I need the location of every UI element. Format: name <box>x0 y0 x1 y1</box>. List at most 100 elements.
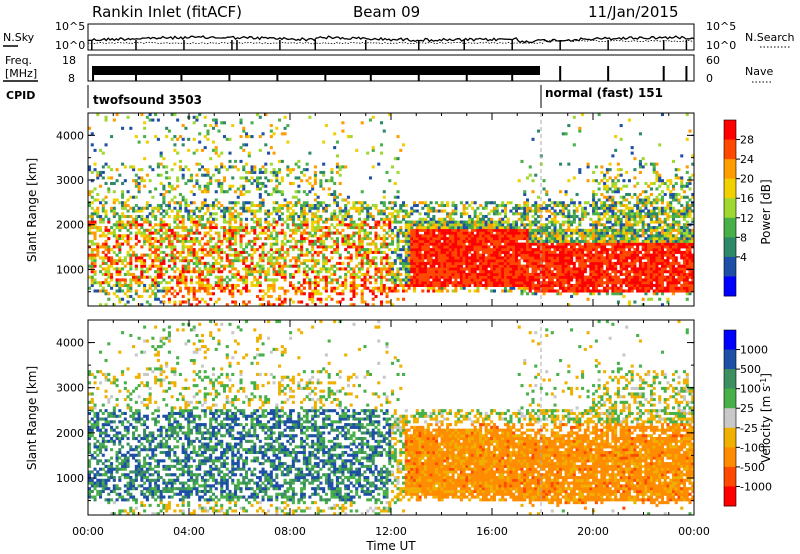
power-cell <box>242 234 246 238</box>
power-cell <box>101 165 105 169</box>
power-cell <box>363 300 367 304</box>
power-cell <box>247 231 251 235</box>
power-cell <box>465 226 469 230</box>
power-cell <box>501 245 505 249</box>
power-cell <box>581 259 585 263</box>
power-cell <box>404 203 408 208</box>
power-cell <box>393 215 397 219</box>
power-cell <box>187 289 191 293</box>
power-cell <box>269 223 273 227</box>
power-cell <box>603 259 607 263</box>
power-cell <box>539 228 543 232</box>
power-cell <box>443 237 447 241</box>
power-cell <box>492 261 496 265</box>
power-cell <box>542 228 546 232</box>
power-cell <box>490 275 494 279</box>
power-cell <box>553 272 557 276</box>
power-cell <box>324 278 328 282</box>
power-cell <box>228 270 232 274</box>
power-cell <box>96 242 100 246</box>
power-cell <box>536 237 541 241</box>
power-cell <box>88 264 92 268</box>
power-cell <box>418 237 422 241</box>
power-cell <box>344 281 348 285</box>
power-cell <box>115 242 119 246</box>
power-cell <box>181 275 185 279</box>
power-cell <box>523 286 527 290</box>
power-cell <box>594 212 598 216</box>
beam-title: Beam 09 <box>353 3 420 21</box>
power-cell <box>603 203 607 208</box>
power-cell <box>605 286 609 290</box>
power-cell <box>542 275 546 279</box>
power-cell <box>267 215 271 219</box>
power-cell <box>333 242 337 246</box>
power-cell <box>594 248 598 252</box>
power-cell <box>520 272 524 276</box>
power-cell <box>514 231 518 235</box>
power-cell <box>490 239 494 243</box>
power-cell <box>239 118 243 122</box>
power-cell <box>154 217 158 221</box>
power-cell <box>492 234 496 238</box>
power-cell <box>421 237 425 241</box>
power-cell <box>531 256 535 260</box>
power-cell <box>305 259 309 263</box>
power-cell <box>402 283 406 287</box>
power-cell <box>96 173 100 177</box>
power-cell <box>379 272 384 276</box>
power-cell <box>603 231 607 235</box>
power-cell <box>181 256 185 260</box>
power-cell <box>454 267 458 271</box>
power-cell <box>176 118 180 122</box>
power-cell <box>275 256 279 260</box>
power-cell <box>134 173 138 177</box>
power-cell <box>233 165 238 169</box>
power-cell <box>413 228 417 232</box>
power-cell <box>520 206 524 210</box>
power-cell <box>594 261 598 265</box>
power-cell <box>148 286 152 290</box>
power-cell <box>550 245 554 249</box>
power-cell <box>211 203 215 208</box>
cpid-label: CPID <box>6 89 35 102</box>
power-cell <box>462 256 466 260</box>
power-cell <box>581 272 585 276</box>
power-cell <box>534 292 538 296</box>
power-cell <box>300 234 304 238</box>
power-cell <box>99 220 103 224</box>
power-cell <box>214 217 218 221</box>
power-cell <box>176 215 180 219</box>
power-cell <box>594 239 598 243</box>
power-cell <box>154 294 158 299</box>
power-cell <box>267 209 271 213</box>
power-cell <box>479 281 483 285</box>
power-cell <box>608 261 612 265</box>
power-cell <box>396 228 400 232</box>
power-cell <box>410 212 414 216</box>
power-cell <box>184 256 188 260</box>
power-cell <box>134 217 138 221</box>
power-cell <box>509 270 513 274</box>
power-cell <box>250 253 254 257</box>
power-cell <box>371 261 375 265</box>
power-cell <box>253 242 257 246</box>
power-cell <box>503 283 507 287</box>
power-cell <box>264 272 268 276</box>
power-cell <box>170 239 174 243</box>
power-cell <box>217 168 221 172</box>
power-cell <box>583 228 587 232</box>
power-cell <box>206 270 210 274</box>
power-cell <box>319 278 323 282</box>
power-cell <box>344 272 348 276</box>
power-cell <box>289 170 293 174</box>
power-cell <box>379 281 384 285</box>
power-cell <box>93 253 97 257</box>
power-cell <box>300 283 304 287</box>
power-cell <box>379 292 384 296</box>
power-cell <box>484 245 488 249</box>
power-cell <box>90 281 94 285</box>
power-cell <box>93 162 97 166</box>
power-cell <box>589 253 593 257</box>
power-cell <box>214 148 218 152</box>
